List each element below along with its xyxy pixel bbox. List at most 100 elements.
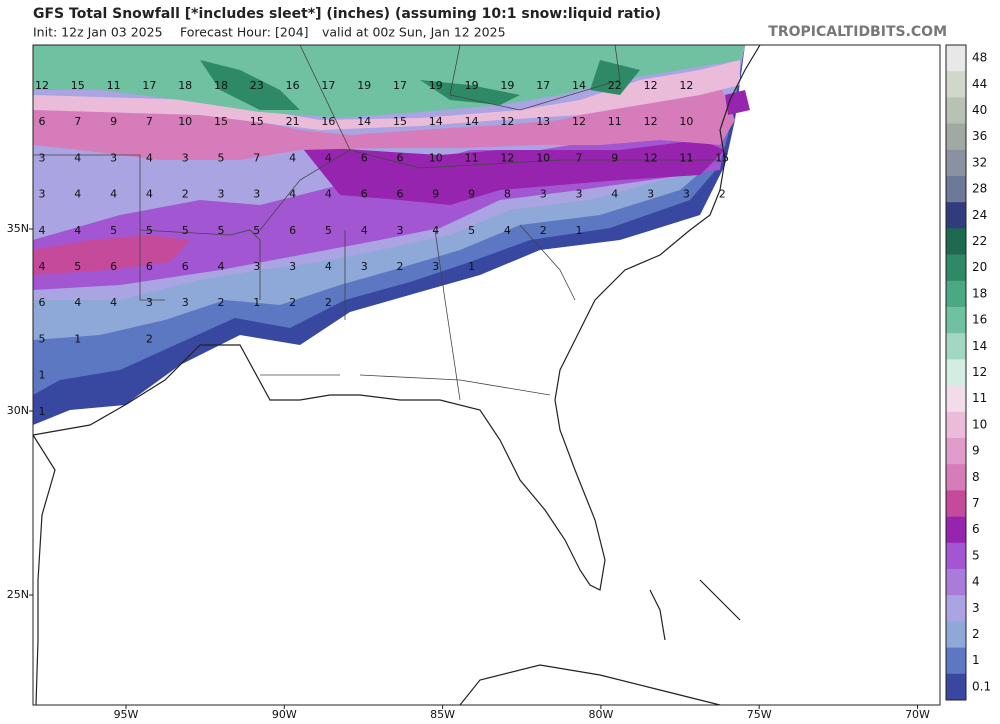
snow-amount: 14 xyxy=(357,115,371,128)
snow-amount: 11 xyxy=(107,79,121,92)
snow-amount: 13 xyxy=(536,115,550,128)
colorbar-swatch xyxy=(946,123,966,151)
snow-amount: 1 xyxy=(74,332,81,345)
snow-amount: 17 xyxy=(536,79,550,92)
colorbar-swatch xyxy=(946,202,966,229)
colorbar-label: 2 xyxy=(972,627,980,641)
colorbar-label: 12 xyxy=(972,365,987,379)
lon-label: 95W xyxy=(114,708,139,721)
snow-amount: 4 xyxy=(74,296,81,309)
snow-amount: 3 xyxy=(146,296,153,309)
snow-amount: 9 xyxy=(110,115,117,128)
colorbar-label: 10 xyxy=(972,417,987,431)
colorbar-swatch xyxy=(946,647,966,675)
snow-amount: 19 xyxy=(357,79,371,92)
map-area xyxy=(33,45,940,705)
snow-amount: 19 xyxy=(500,79,514,92)
snow-amount: 2 xyxy=(218,296,225,309)
snow-amount: 3 xyxy=(397,224,404,237)
colorbar-swatch xyxy=(946,280,966,308)
snow-amount: 3 xyxy=(432,260,439,273)
snow-amount: 12 xyxy=(35,79,49,92)
snow-amount: 3 xyxy=(110,151,117,164)
snow-amount: 6 xyxy=(397,188,404,201)
snow-amount: 2 xyxy=(397,260,404,273)
snow-amount: 2 xyxy=(182,188,189,201)
snow-amount: 4 xyxy=(74,188,81,201)
snow-amount: 12 xyxy=(500,151,514,164)
colorbar-swatch xyxy=(946,71,966,98)
snow-amount: 2 xyxy=(146,332,153,345)
colorbar-swatch xyxy=(946,228,966,256)
colorbar-swatch xyxy=(946,45,966,72)
colorbar-swatch xyxy=(946,673,966,701)
snow-amount: 6 xyxy=(182,260,189,273)
snow-amount: 2 xyxy=(289,296,296,309)
snow-amount: 7 xyxy=(146,115,153,128)
snow-amount: 18 xyxy=(214,79,228,92)
snow-amount: 5 xyxy=(218,151,225,164)
colorbar-swatch xyxy=(946,595,966,622)
snow-amount: 17 xyxy=(142,79,156,92)
snow-amount: 4 xyxy=(611,188,618,201)
colorbar-swatch xyxy=(946,490,966,518)
colorbar-swatch xyxy=(946,569,966,596)
snow-amount: 10 xyxy=(178,115,192,128)
snow-amount: 17 xyxy=(321,79,335,92)
snow-amount: 6 xyxy=(146,260,153,273)
colorbar-label: 0.1 xyxy=(972,679,991,693)
snow-amount: 5 xyxy=(182,224,189,237)
title: GFS Total Snowfall [*includes sleet*] (i… xyxy=(33,6,661,22)
lat-label: 35N xyxy=(7,222,29,235)
snow-amount: 12 xyxy=(644,115,658,128)
snow-amount: 16 xyxy=(286,79,300,92)
snow-amount: 3 xyxy=(253,260,260,273)
colorbar-swatch xyxy=(946,542,966,570)
colorbar-frame xyxy=(945,44,967,701)
colorbar: 4844403632282422201816141211109876543210… xyxy=(945,44,991,701)
colorbar-label: 20 xyxy=(972,260,987,274)
colorbar-swatch xyxy=(946,621,966,649)
lon-label: 70W xyxy=(905,708,930,721)
snow-amount: 4 xyxy=(39,260,46,273)
colorbar-label: 9 xyxy=(972,444,980,458)
snow-amount: 4 xyxy=(325,151,332,164)
snow-amount: 6 xyxy=(361,151,368,164)
snow-amount: 17 xyxy=(393,79,407,92)
colorbar-swatch xyxy=(946,307,966,334)
snow-amount: 4 xyxy=(146,151,153,164)
colorbar-label: 24 xyxy=(972,208,987,222)
snow-amount: 16 xyxy=(321,115,335,128)
snow-amount: 19 xyxy=(429,79,443,92)
colorbar-label: 22 xyxy=(972,234,987,248)
snow-amount: 4 xyxy=(325,188,332,201)
snow-amount: 15 xyxy=(250,115,264,128)
snow-amount: 4 xyxy=(146,188,153,201)
colorbar-swatch xyxy=(946,411,966,439)
colorbar-swatch xyxy=(946,254,966,282)
snow-amount: 3 xyxy=(39,188,46,201)
snow-amount: 5 xyxy=(468,224,475,237)
snow-amount: 1 xyxy=(253,296,260,309)
snow-amount: 12 xyxy=(679,79,693,92)
snow-amount: 5 xyxy=(74,260,81,273)
snow-amount: 14 xyxy=(572,79,586,92)
snow-amount: 4 xyxy=(325,260,332,273)
colorbar-swatch xyxy=(946,176,966,203)
snow-amount: 5 xyxy=(253,224,260,237)
snow-amount: 3 xyxy=(218,188,225,201)
snow-amount: 4 xyxy=(74,224,81,237)
lon-label: 90W xyxy=(272,708,297,721)
snow-amount: 7 xyxy=(253,151,260,164)
colorbar-label: 18 xyxy=(972,286,987,300)
snow-amount: 11 xyxy=(465,151,479,164)
forecast-hour: Forecast Hour: [204] xyxy=(180,25,309,40)
snow-amount: 1 xyxy=(468,260,475,273)
lat-label: 25N xyxy=(7,588,29,601)
valid-time: valid at 00z Sun, Jan 12 2025 xyxy=(322,25,506,40)
snow-amount: 6 xyxy=(361,188,368,201)
map-frame xyxy=(32,44,941,706)
snow-amount: 6 xyxy=(289,224,296,237)
snow-amount: 4 xyxy=(218,260,225,273)
